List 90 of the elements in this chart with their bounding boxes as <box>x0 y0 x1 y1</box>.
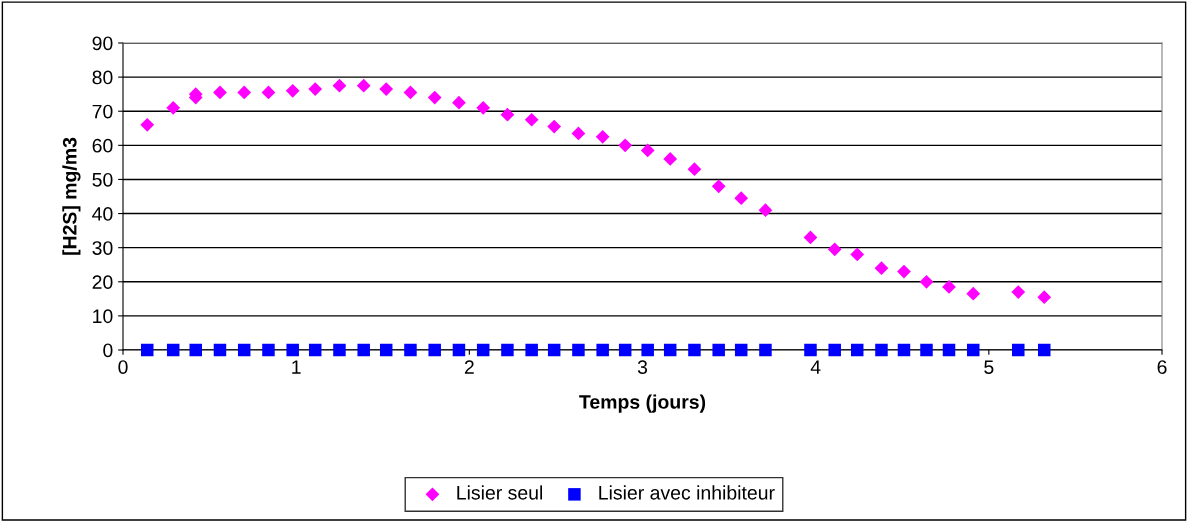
point <box>711 179 726 194</box>
point <box>547 119 562 134</box>
point <box>357 343 370 357</box>
point <box>1037 290 1052 304</box>
point <box>428 343 441 357</box>
y-tick-label: 90 <box>92 36 113 51</box>
x-tick-label: 5 <box>984 360 994 374</box>
point <box>286 343 299 357</box>
point <box>547 343 561 357</box>
point <box>967 343 980 357</box>
y-tick-label: 70 <box>92 104 113 119</box>
point <box>427 90 442 105</box>
y-tick-label: 60 <box>92 138 113 153</box>
point <box>1038 343 1051 357</box>
point <box>571 126 586 141</box>
point <box>919 274 934 289</box>
point <box>874 261 889 276</box>
point <box>828 343 841 357</box>
y-tick-label: 50 <box>92 172 113 187</box>
point <box>308 343 322 357</box>
point <box>452 343 466 357</box>
point <box>166 100 181 115</box>
point <box>966 286 981 301</box>
point <box>332 78 347 93</box>
point <box>734 191 749 206</box>
point <box>308 82 323 96</box>
point <box>1012 343 1025 357</box>
point <box>333 343 346 357</box>
x-tick-label: 6 <box>1157 360 1167 374</box>
point <box>452 95 466 110</box>
point <box>897 264 911 279</box>
y-tick-label: 20 <box>92 275 113 290</box>
point <box>356 78 371 93</box>
point <box>262 343 275 357</box>
point <box>641 343 654 357</box>
legend-label: Lisier seul <box>457 485 543 500</box>
point <box>476 343 490 357</box>
y-tick-label: 10 <box>93 309 113 324</box>
point <box>237 85 252 100</box>
point <box>663 152 678 166</box>
point <box>166 343 180 357</box>
point <box>596 343 609 357</box>
point <box>712 343 725 357</box>
x-axis-title: Temps (jours) <box>579 394 706 413</box>
point <box>213 343 227 357</box>
point <box>237 343 251 357</box>
y-tick-label: 0 <box>103 343 113 358</box>
point <box>804 343 817 357</box>
point <box>572 343 585 357</box>
point <box>875 343 888 357</box>
point <box>379 82 394 96</box>
point <box>640 143 655 158</box>
x-tick-label: 0 <box>118 360 128 374</box>
point <box>476 100 491 115</box>
point <box>734 343 748 357</box>
point <box>525 343 538 357</box>
point <box>213 85 227 100</box>
point <box>524 112 539 127</box>
point <box>827 242 842 257</box>
point <box>942 343 956 357</box>
point <box>285 83 300 98</box>
y-tick-label: 30 <box>92 241 113 255</box>
point <box>404 343 417 357</box>
point <box>759 343 772 357</box>
point <box>140 343 154 357</box>
x-tick-label: 2 <box>464 360 474 374</box>
point <box>850 343 864 357</box>
point <box>501 343 514 357</box>
point <box>920 343 933 357</box>
y-tick-label: 80 <box>92 70 113 85</box>
point <box>688 343 701 357</box>
point <box>1011 285 1026 299</box>
x-tick-label: 1 <box>292 360 301 374</box>
point <box>618 343 632 357</box>
point <box>687 162 702 177</box>
point <box>618 138 633 153</box>
point <box>663 343 677 357</box>
x-tick-label: 3 <box>637 360 648 374</box>
point <box>189 343 202 357</box>
point <box>897 343 911 357</box>
y-axis-title: [H2S] mg/m3 <box>62 137 81 255</box>
point <box>758 203 773 218</box>
y-tick-label: 40 <box>92 207 113 221</box>
point <box>140 117 155 132</box>
legend-label: Lisier avec inhibiteur <box>599 485 775 500</box>
point <box>500 107 515 122</box>
point <box>850 247 865 262</box>
point <box>379 343 393 357</box>
point <box>595 129 610 144</box>
x-tick-label: 4 <box>810 360 821 374</box>
